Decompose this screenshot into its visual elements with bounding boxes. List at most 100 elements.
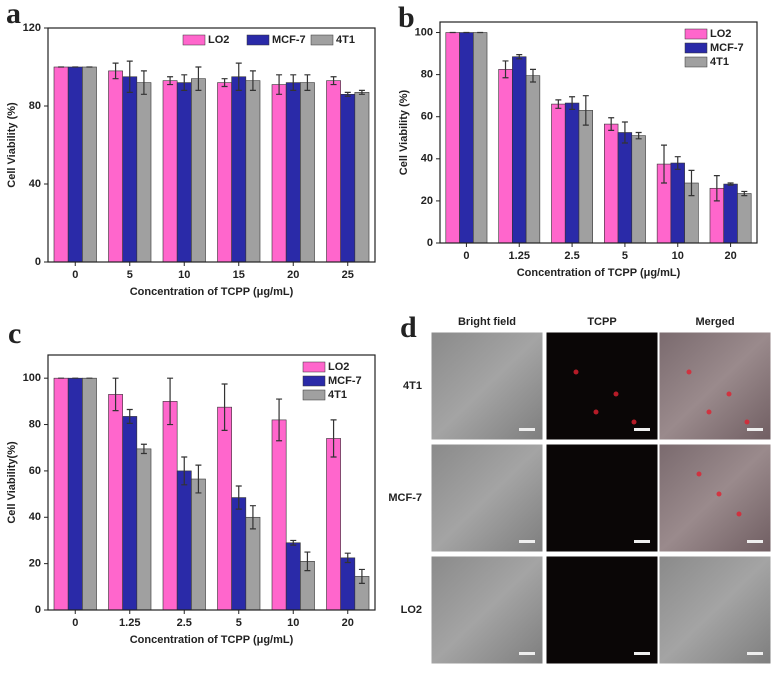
y-tick-label: 0	[35, 256, 41, 268]
error-bar	[330, 76, 337, 86]
micrograph	[545, 331, 659, 441]
error-bar	[126, 408, 133, 424]
bar	[670, 162, 685, 244]
legend-swatch	[246, 34, 270, 46]
x-tick-label: 10	[287, 617, 299, 629]
red-spot	[736, 511, 742, 517]
micrograph	[430, 331, 544, 441]
bar	[525, 75, 541, 244]
x-tick-label: 2.5	[177, 617, 192, 629]
bar	[136, 448, 152, 611]
legend-swatch	[310, 34, 334, 46]
error-bar	[181, 74, 188, 91]
error-bar	[344, 552, 351, 564]
scale-bar	[519, 540, 535, 543]
error-bar	[529, 68, 536, 83]
x-tick-label: 0	[72, 269, 78, 281]
bar	[53, 377, 69, 611]
y-tick-label: 40	[421, 153, 433, 165]
error-bar	[181, 456, 188, 486]
y-tick-label: 0	[35, 604, 41, 616]
bar	[108, 394, 123, 611]
x-tick-label: 5	[236, 617, 242, 629]
x-axis-label: Concentration of TCPP (μg/mL)	[130, 286, 294, 298]
error-bar	[290, 539, 297, 546]
micrograph	[658, 331, 772, 441]
x-tick-label: 10	[672, 250, 684, 262]
x-tick-label: 2.5	[564, 250, 579, 262]
error-bar	[112, 377, 119, 412]
error-bar	[661, 144, 668, 184]
bar	[512, 56, 527, 244]
x-tick-label: 25	[342, 269, 354, 281]
scale-bar	[747, 540, 763, 543]
y-tick-label: 100	[23, 372, 41, 384]
micrograph	[430, 443, 544, 553]
error-bar	[569, 96, 576, 110]
error-bar	[235, 485, 242, 510]
row-label: LO2	[401, 604, 422, 616]
error-bar	[713, 175, 720, 202]
x-tick-label: 20	[724, 250, 736, 262]
error-bar	[502, 60, 509, 79]
error-bar	[304, 74, 311, 91]
scale-bar	[634, 540, 650, 543]
error-bar	[304, 551, 311, 572]
bar	[271, 419, 287, 611]
bar	[217, 82, 232, 263]
red-spot	[726, 391, 732, 397]
error-bar	[290, 74, 297, 91]
scale-bar	[747, 428, 763, 431]
bar	[723, 183, 738, 244]
x-tick-label: 20	[342, 617, 354, 629]
micrograph	[545, 443, 659, 553]
bar	[326, 80, 341, 263]
x-tick-label: 0	[72, 617, 78, 629]
legend-label: 4T1	[336, 34, 355, 46]
bar	[245, 516, 261, 611]
bar	[551, 103, 566, 244]
bar	[136, 82, 152, 263]
micrograph	[658, 555, 772, 665]
plot-frame	[47, 354, 376, 611]
error-bar	[276, 398, 283, 442]
error-bar	[221, 383, 228, 431]
scale-bar	[747, 652, 763, 655]
row-label: 4T1	[403, 380, 422, 392]
bar	[617, 132, 633, 244]
red-spot	[593, 409, 599, 415]
error-bar	[688, 169, 695, 197]
legend-label: 4T1	[710, 56, 729, 68]
error-bar	[235, 62, 242, 91]
error-bar	[582, 95, 589, 126]
bar	[217, 406, 232, 611]
red-spot	[744, 419, 750, 425]
error-bar	[140, 443, 147, 455]
y-tick-label: 0	[427, 237, 433, 249]
bar	[578, 110, 593, 244]
scale-bar	[634, 428, 650, 431]
bar	[285, 542, 301, 611]
legend-swatch	[684, 56, 708, 68]
legend-swatch	[684, 42, 708, 54]
x-tick-label: 5	[622, 250, 628, 262]
bar	[300, 82, 315, 263]
error-bar	[140, 70, 147, 95]
bar	[737, 193, 752, 244]
bar	[271, 84, 287, 263]
bar	[176, 82, 192, 263]
panel-label: b	[398, 1, 415, 34]
error-bar	[221, 78, 228, 88]
bar	[108, 70, 123, 263]
legend-label: LO2	[710, 28, 731, 40]
panel-label: d	[400, 311, 417, 344]
error-bar	[195, 66, 202, 91]
bar	[191, 78, 206, 263]
x-tick-label: 5	[127, 269, 133, 281]
error-bar	[621, 121, 628, 144]
y-axis-label: Cell Viability (%)	[6, 102, 18, 188]
legend-swatch	[302, 361, 326, 373]
error-bar	[330, 419, 337, 458]
bar	[564, 102, 580, 244]
